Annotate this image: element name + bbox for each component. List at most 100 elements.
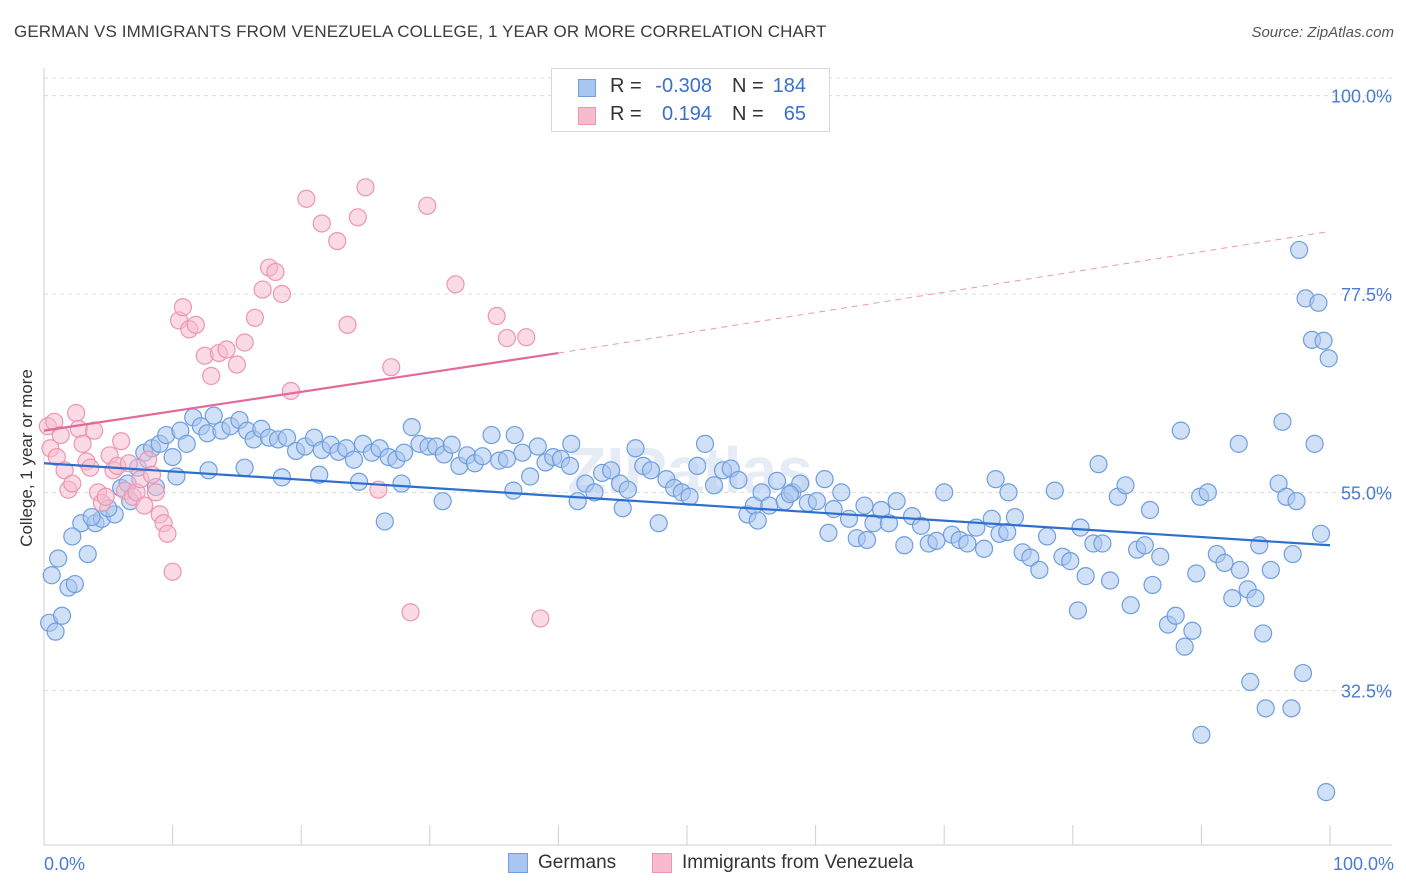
germans-point (748, 511, 767, 530)
legend-r-label: R = (610, 103, 642, 125)
germans-point (1261, 560, 1280, 580)
germans-point (1282, 699, 1301, 718)
germans-point (375, 512, 394, 531)
germans-point (887, 492, 906, 511)
venezuela-point (487, 306, 506, 326)
venezuela-point (202, 366, 221, 386)
germans-point (857, 530, 877, 550)
germans-point (1187, 564, 1206, 583)
germans-point (1254, 624, 1273, 643)
germans-point (1229, 434, 1248, 453)
y-axis-label: College, 1 year or more (17, 369, 36, 547)
gridlines (44, 77, 1392, 692)
germans-point (1287, 492, 1306, 511)
venezuela-point (96, 487, 115, 506)
germans-point (807, 492, 826, 511)
germans-point (199, 461, 218, 480)
germans-point (760, 496, 779, 515)
germans-point (1283, 544, 1302, 564)
germans-point (974, 539, 994, 558)
venezuela-point (186, 315, 205, 334)
germans-trend-line (43, 462, 1331, 547)
germans-legend-label: Germans (538, 852, 617, 873)
germans-point (832, 483, 851, 502)
germans-point (626, 439, 645, 458)
germans-point (560, 456, 580, 476)
venezuela-point (63, 474, 82, 493)
legend-r-label: R = (610, 75, 642, 97)
germans-point (1246, 589, 1265, 608)
venezuela-point (217, 340, 236, 359)
germans-point (1166, 606, 1185, 625)
venezuela-point (517, 328, 536, 347)
germans-point (204, 406, 223, 425)
germans-point (1093, 534, 1112, 553)
germans-legend-swatch (508, 853, 528, 873)
germans-point (999, 483, 1018, 502)
germans-point (839, 509, 859, 528)
venezuela-point (146, 483, 165, 502)
trend-lines (43, 230, 1331, 547)
germans-point (729, 470, 748, 490)
germans-point (163, 447, 182, 467)
y-tick-label: 77.5% (1341, 285, 1392, 305)
venezuela-point (112, 432, 131, 451)
germans-point (1071, 518, 1090, 537)
venezuela-point (531, 609, 550, 628)
legend-r-value: 0.194 (661, 103, 712, 125)
germans-point (442, 435, 461, 454)
germans-point (562, 434, 581, 453)
germans-point (1089, 455, 1108, 474)
germans-point (1068, 601, 1088, 620)
venezuela-point (266, 262, 285, 282)
germans-point (65, 574, 84, 594)
venezuela-point (338, 315, 357, 334)
chart-title: GERMAN VS IMMIGRANTS FROM VENEZUELA COLL… (14, 22, 827, 41)
germans-point (433, 492, 452, 511)
venezuela-point (227, 355, 246, 374)
germans-point (895, 536, 914, 555)
germans-point (1290, 240, 1309, 260)
germans-point (482, 425, 501, 445)
germans-point (78, 544, 97, 564)
germans-point (394, 443, 414, 462)
germans-point (521, 467, 540, 486)
x-tick-label: 100.0% (1333, 854, 1394, 874)
germans-point (1021, 548, 1040, 567)
germans-point (618, 480, 637, 499)
germans-swatch (578, 79, 596, 97)
germans-point (1061, 552, 1080, 571)
venezuela-legend-swatch (652, 853, 672, 873)
germans-point (349, 472, 369, 491)
germans-point (1309, 293, 1328, 312)
germans-point (911, 516, 931, 535)
legend-n-label: N = (732, 75, 764, 97)
legend-r-value: -0.308 (655, 75, 712, 97)
venezuela-point (328, 231, 347, 251)
germans-point (1037, 527, 1057, 546)
germans-point (935, 483, 954, 502)
germans-point (585, 483, 604, 502)
germans-point (695, 434, 715, 453)
germans-point (998, 522, 1017, 542)
germans-point (310, 465, 329, 484)
germans-point (958, 534, 977, 553)
axes (43, 68, 1392, 846)
venezuela-point (418, 196, 437, 215)
germans-point (1256, 699, 1275, 718)
germans-point (1045, 481, 1064, 500)
germans-point (1175, 637, 1194, 656)
germans-point (1116, 476, 1135, 495)
germans-point (1215, 553, 1234, 572)
venezuela-point (312, 214, 331, 233)
y-tick-label: 32.5% (1341, 682, 1392, 702)
germans-point (1030, 560, 1049, 580)
legend-n-value: 184 (772, 75, 806, 97)
y-tick-label: 100.0% (1331, 87, 1392, 107)
germans-point (780, 485, 799, 504)
venezuela-point (135, 496, 154, 515)
venezuela-point (163, 562, 182, 581)
germans-point (1121, 596, 1140, 615)
germans-point (497, 449, 517, 468)
